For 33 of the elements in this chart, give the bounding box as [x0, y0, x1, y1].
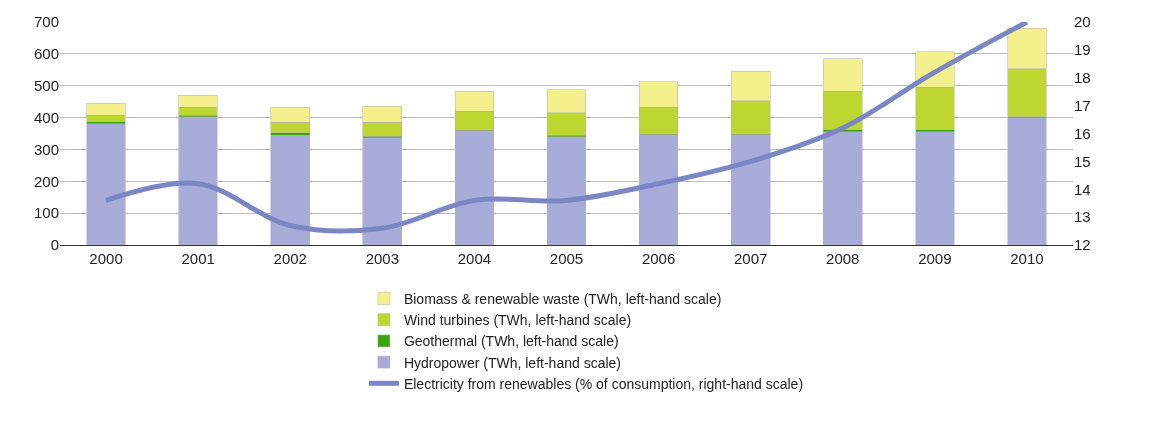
x-tick-label: 2010	[1010, 250, 1044, 267]
y-tick-label: 0	[50, 236, 59, 254]
y2-tick-label: 16	[1074, 124, 1091, 142]
y-tick-label: 700	[33, 13, 59, 31]
x-tick-label: 2001	[181, 250, 215, 267]
legend-label: Biomass & renewable waste (TWh, left-hand scale)	[403, 290, 722, 307]
y2-tick-label: 17	[1074, 96, 1091, 114]
y-tick-label: 400	[33, 108, 59, 126]
y2-tick-label: 12	[1074, 236, 1091, 254]
y2-tick-label: 15	[1074, 152, 1091, 170]
x-tick-label: 2002	[273, 250, 307, 267]
y-tick-label: 100	[33, 204, 59, 222]
y2-tick-label: 18	[1074, 69, 1091, 86]
y-tick-label: 200	[33, 172, 59, 190]
legend-label: Hydropower (TWh, left-hand scale)	[403, 354, 621, 371]
y2-tick-label: 13	[1074, 208, 1091, 226]
y2-tick-label: 19	[1074, 41, 1091, 59]
x-tick-label: 2009	[918, 250, 952, 267]
legend-label: Geothermal (TWh, left-hand scale)	[403, 333, 619, 350]
x-tick-label: 2008	[826, 250, 860, 267]
y2-tick-label: 14	[1074, 180, 1091, 198]
legend-label: Electricity from renewables (% of consumption, right-hand scale)	[403, 375, 804, 392]
y-tick-label: 500	[33, 76, 59, 94]
x-tick-label: 2003	[365, 250, 400, 267]
x-tick-label: 2007	[733, 250, 768, 267]
x-tick-label: 2005	[549, 250, 584, 267]
y-tick-label: 300	[33, 140, 59, 158]
x-tick-label: 2000	[89, 250, 123, 267]
legend-label: Wind turbines (TWh, left-hand scale)	[403, 312, 632, 329]
x-tick-label: 2006	[641, 250, 676, 267]
y-tick-label: 600	[33, 45, 59, 63]
x-tick-label: 2004	[457, 250, 492, 267]
y2-tick-label: 20	[1074, 13, 1091, 31]
